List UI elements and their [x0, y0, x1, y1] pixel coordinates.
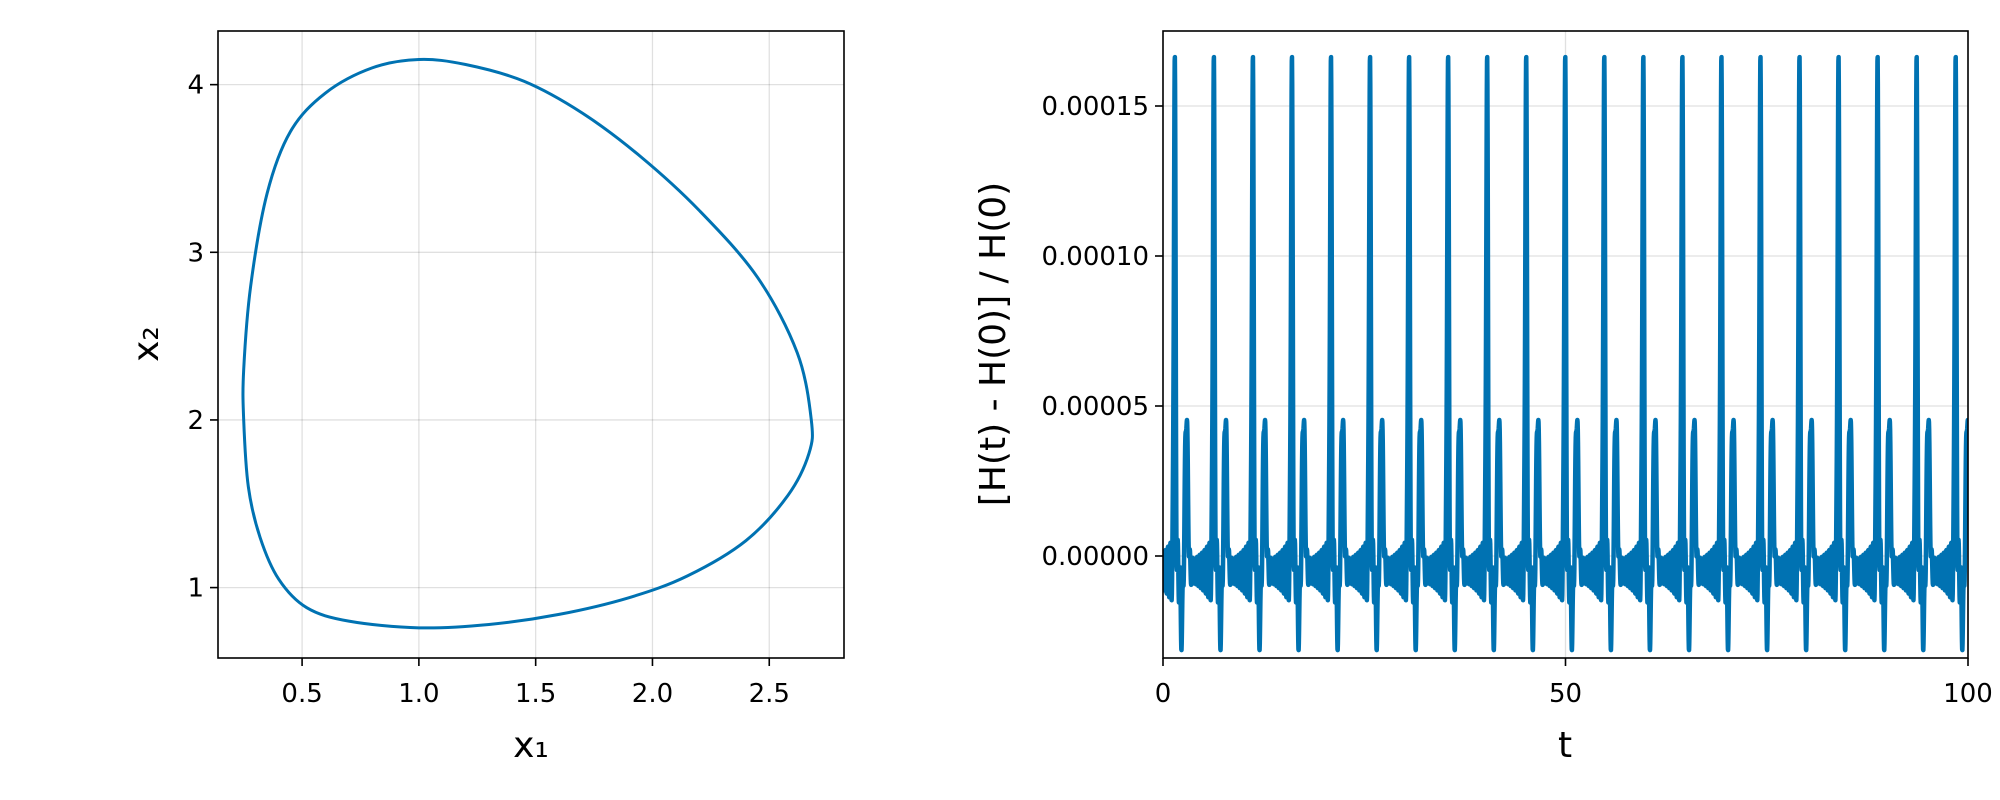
energy-error-y-tick-label: 0.00005	[1041, 392, 1149, 422]
energy-error-x-tick-label: 50	[1549, 679, 1582, 709]
energy-error-x-tick-label: 100	[1943, 679, 1993, 709]
energy-error-x-tick-label: 0	[1155, 679, 1172, 709]
phase-portrait-x-tick-label: 2.0	[632, 679, 673, 709]
energy-error-y-tick-label: 0.00015	[1041, 92, 1149, 122]
energy-error-series-line	[1163, 54, 1968, 653]
phase-portrait-y-ticks: 1 2 3 4	[187, 71, 218, 604]
energy-error-y-label: [H(t) - H(0)] / H(0)	[973, 182, 1014, 506]
phase-portrait-y-tick-label: 3	[187, 238, 204, 268]
energy-error-y-tick-label: 0.00000	[1041, 542, 1149, 572]
phase-portrait-y-tick-label: 4	[187, 71, 204, 101]
phase-portrait-curve-group	[241, 57, 814, 630]
phase-portrait-frame	[217, 30, 845, 659]
phase-portrait-y-tick-label: 1	[187, 574, 204, 604]
phase-portrait-y-tick-label: 2	[187, 406, 204, 436]
phase-portrait-x-label: x₁	[513, 725, 549, 766]
phase-portrait-x-tick-label: 1.5	[515, 679, 556, 709]
energy-error-y-tick-label: 0.00010	[1041, 242, 1149, 272]
energy-error-curve-group	[1163, 54, 1968, 653]
energy-error-y-ticks: 0.00000 0.00005 0.00010 0.00015	[1041, 92, 1163, 572]
energy-error-x-label: t	[1558, 725, 1572, 766]
energy-error-x-ticks: 0 50 100	[1155, 658, 1993, 709]
phase-portrait-x-tick-label: 0.5	[281, 679, 322, 709]
phase-portrait-y-label: x₂	[126, 326, 167, 362]
phase-portrait-series-line	[241, 57, 814, 630]
phase-portrait-x-ticks: 0.5 1.0 1.5 2.0 2.5	[281, 658, 790, 709]
energy-error-panel: 0 50 100 0.00000 0.00005 0.00010 0.00015 t [H…	[973, 30, 1993, 766]
phase-portrait-panel: 0.5 1.0 1.5 2.0 2.5 1 2 3 4 x₁ x₂	[126, 30, 845, 766]
phase-portrait-x-tick-label: 1.0	[398, 679, 439, 709]
phase-portrait-grid	[218, 31, 844, 658]
phase-portrait-x-tick-label: 2.5	[749, 679, 790, 709]
